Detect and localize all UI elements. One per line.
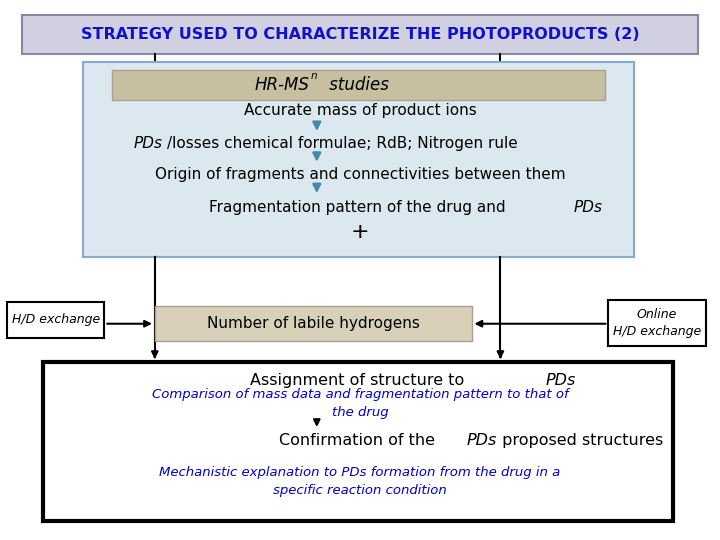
Text: PDs: PDs: [133, 136, 162, 151]
Text: Origin of fragments and connectivities between them: Origin of fragments and connectivities b…: [155, 167, 565, 183]
Bar: [7, 302, 104, 338]
Bar: [155, 306, 472, 341]
Text: H/D exchange: H/D exchange: [12, 313, 100, 327]
Text: Accurate mass of product ions: Accurate mass of product ions: [243, 103, 477, 118]
Text: Comparison of mass data and fragmentation pattern to that of
the drug: Comparison of mass data and fragmentatio…: [152, 388, 568, 419]
Bar: [608, 300, 706, 346]
Text: PDs: PDs: [573, 200, 602, 215]
Text: Confirmation of the: Confirmation of the: [279, 433, 441, 448]
Text: proposed structures: proposed structures: [497, 433, 663, 448]
Text: Number of labile hydrogens: Number of labile hydrogens: [207, 316, 420, 331]
Text: Mechanistic explanation to PDs formation from the drug in a
specific reaction co: Mechanistic explanation to PDs formation…: [159, 466, 561, 497]
Text: Assignment of structure to: Assignment of structure to: [251, 373, 469, 388]
Text: studies: studies: [324, 76, 389, 94]
Text: PDs: PDs: [546, 373, 576, 388]
Text: PDs: PDs: [467, 433, 497, 448]
Bar: [43, 362, 673, 521]
Text: Online
H/D exchange: Online H/D exchange: [613, 308, 701, 338]
Bar: [83, 62, 634, 256]
Text: n: n: [311, 71, 318, 80]
Text: STRATEGY USED TO CHARACTERIZE THE PHOTOPRODUCTS (2): STRATEGY USED TO CHARACTERIZE THE PHOTOP…: [81, 27, 639, 42]
Bar: [22, 15, 698, 54]
Bar: [112, 70, 605, 100]
Text: Fragmentation pattern of the drug and: Fragmentation pattern of the drug and: [210, 200, 510, 215]
Text: /losses chemical formulae; RdB; Nitrogen rule: /losses chemical formulae; RdB; Nitrogen…: [167, 136, 518, 151]
Text: HR-MS: HR-MS: [255, 76, 310, 94]
Text: +: +: [351, 222, 369, 242]
